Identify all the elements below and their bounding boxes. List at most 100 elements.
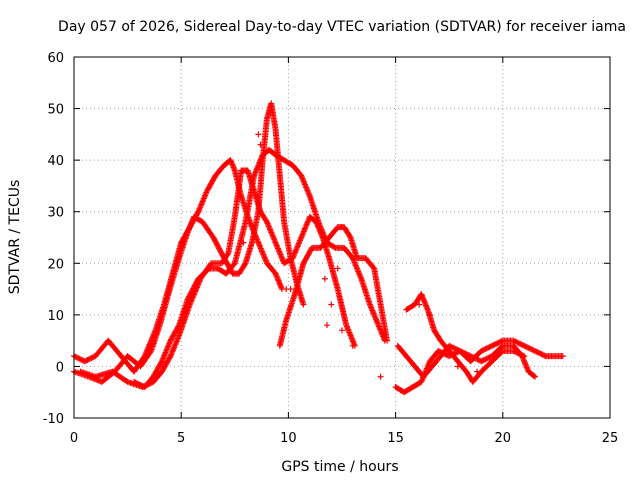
data-point xyxy=(513,338,520,345)
data-point xyxy=(194,210,201,217)
data-point xyxy=(257,141,264,148)
data-point xyxy=(482,356,489,363)
data-point xyxy=(478,358,485,365)
data-point xyxy=(463,351,470,358)
data-point xyxy=(519,352,526,359)
data-point xyxy=(518,351,525,358)
chart-title: Day 057 of 2026, Sidereal Day-to-day VTE… xyxy=(58,19,626,35)
data-point xyxy=(530,347,537,354)
data-point xyxy=(521,342,528,349)
data-point xyxy=(538,351,545,358)
data-point xyxy=(526,345,533,352)
data-point xyxy=(474,368,481,375)
data-point xyxy=(523,344,530,351)
data-point xyxy=(131,378,138,385)
data-point xyxy=(349,342,356,349)
data-point xyxy=(230,261,237,268)
data-point xyxy=(559,353,566,360)
data-point xyxy=(525,344,532,351)
data-point xyxy=(514,339,521,346)
data-point xyxy=(458,348,465,355)
axis-ticks: 0 5 10 15 20 25 -10 0 10 20 30 40 50 60 xyxy=(43,51,619,446)
data-point xyxy=(377,373,384,380)
data-point xyxy=(137,382,144,389)
data-point xyxy=(485,355,492,362)
data-point xyxy=(510,347,517,354)
series-pass-8 xyxy=(403,291,528,385)
y-tick-label: 50 xyxy=(47,103,64,118)
data-point xyxy=(300,301,307,308)
data-point xyxy=(462,350,469,357)
data-point xyxy=(518,341,525,348)
data-point xyxy=(255,131,262,138)
data-point xyxy=(147,349,154,356)
data-point xyxy=(517,340,524,347)
x-tick-label: 10 xyxy=(280,431,297,446)
y-axis-label: SDTVAR / TECUs xyxy=(7,180,23,295)
y-tick-label: 0 xyxy=(56,360,64,375)
data-point xyxy=(494,340,501,347)
data-point xyxy=(339,327,345,334)
data-point xyxy=(541,352,548,359)
data-point xyxy=(346,233,353,240)
data-point xyxy=(517,351,524,358)
data-point xyxy=(85,356,92,363)
data-point xyxy=(487,343,494,350)
data-point xyxy=(224,251,231,258)
data-point xyxy=(241,261,248,268)
y-tick-label: 10 xyxy=(47,309,64,324)
data-point xyxy=(534,349,541,356)
data-point xyxy=(452,346,459,353)
data-point xyxy=(466,352,473,359)
data-point xyxy=(529,346,536,353)
y-tick-label: 30 xyxy=(47,206,64,221)
data-point xyxy=(84,356,91,363)
data-point xyxy=(79,356,86,363)
data-point xyxy=(89,354,96,361)
data-point xyxy=(323,322,330,329)
data-point xyxy=(495,339,502,346)
data-point xyxy=(491,341,498,348)
data-point xyxy=(498,348,505,355)
data-point xyxy=(447,343,454,350)
data-point xyxy=(530,372,537,379)
data-point xyxy=(481,346,488,353)
data-point xyxy=(471,355,478,362)
data-point xyxy=(459,349,466,356)
data-point xyxy=(77,356,84,363)
data-point xyxy=(489,342,496,349)
data-point xyxy=(331,244,338,251)
data-point xyxy=(328,301,335,308)
series-pass-5 xyxy=(276,224,391,349)
y-tick-label: 40 xyxy=(47,154,64,169)
series-scattered xyxy=(240,131,481,380)
grid-lines xyxy=(74,57,610,418)
data-point xyxy=(456,347,463,354)
x-tick-label: 15 xyxy=(387,431,404,446)
plot-frame xyxy=(73,56,611,419)
data-point xyxy=(166,354,173,361)
data-point xyxy=(483,345,490,352)
data-point xyxy=(88,355,95,362)
data-point xyxy=(468,353,475,360)
data-point xyxy=(132,379,139,386)
data-point xyxy=(483,355,490,362)
data-point xyxy=(416,301,423,308)
data-point xyxy=(455,347,462,354)
data-point xyxy=(475,356,482,363)
data-point xyxy=(81,358,88,365)
data-point xyxy=(370,264,377,271)
data-point xyxy=(240,239,247,246)
data-point xyxy=(535,349,542,356)
data-point xyxy=(486,344,493,351)
data-point xyxy=(72,353,79,360)
data-point xyxy=(321,275,328,282)
data-point xyxy=(135,380,142,387)
x-axis-label: GPS time / hours xyxy=(281,459,398,475)
data-point xyxy=(540,351,546,358)
data-point xyxy=(531,373,538,380)
data-point xyxy=(485,344,492,351)
data-point xyxy=(479,347,486,354)
data-point xyxy=(481,356,488,363)
data-point xyxy=(158,359,165,366)
